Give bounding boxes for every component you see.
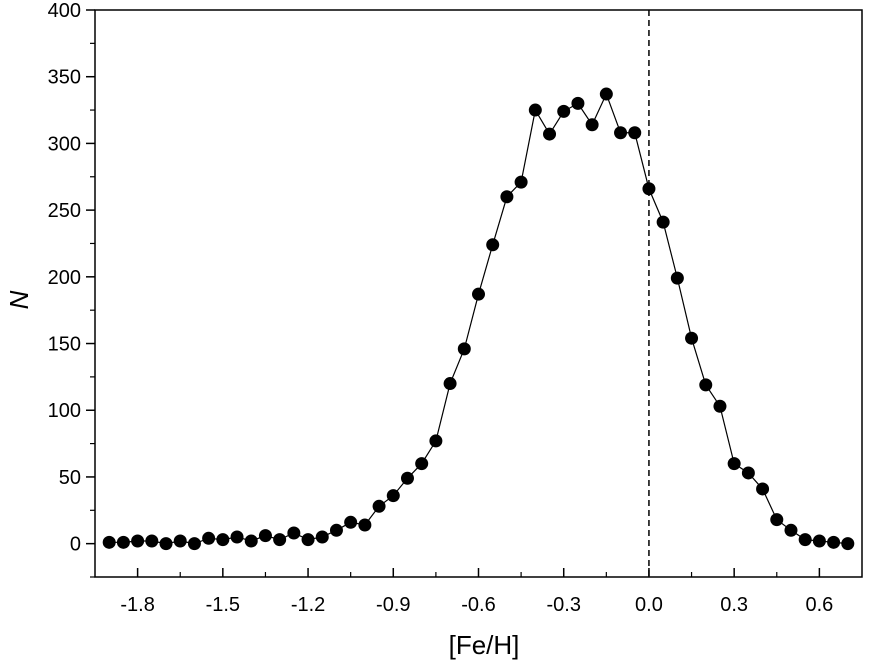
y-tick-label: 400 [48, 0, 81, 22]
y-tick-label: 100 [48, 400, 81, 422]
axis-ticks [86, 9, 821, 578]
data-point [827, 535, 841, 549]
data-point [202, 531, 216, 545]
data-point [145, 534, 159, 548]
data-point [344, 515, 358, 529]
data-point [472, 287, 485, 301]
x-tick-label: -0.3 [546, 594, 580, 616]
y-axis-label: N [4, 290, 34, 309]
data-point [812, 534, 826, 548]
y-tick-label: 200 [48, 267, 81, 289]
y-tick-label: 0 [70, 534, 81, 556]
data-point [329, 523, 343, 537]
series-group [102, 87, 855, 551]
data-point [415, 457, 429, 471]
data-point [741, 466, 755, 480]
data-point [244, 534, 258, 548]
data-point [230, 530, 244, 544]
x-axis-label: [Fe/H] [449, 630, 520, 660]
data-point [315, 530, 329, 544]
x-tick-label: -0.9 [376, 594, 410, 616]
data-point [628, 126, 642, 140]
data-point [798, 533, 812, 547]
x-tick-label: 0.6 [805, 594, 833, 616]
series-line [109, 92, 848, 545]
data-point [372, 499, 386, 513]
data-point [528, 103, 542, 117]
y-tick-label: 350 [48, 67, 81, 89]
data-point [443, 377, 457, 391]
data-point [429, 434, 443, 448]
data-point [358, 518, 372, 532]
data-point [386, 489, 400, 503]
y-tick-label: 50 [59, 467, 81, 489]
data-point [770, 513, 784, 527]
data-point [642, 182, 656, 196]
x-tick-label: 0.3 [720, 594, 748, 616]
tick-labels: -1.8 -1.5 -1.2 -0.9 -0.6 -0.3 0.0 0.3 0.6 0 50 100 1… [48, 0, 834, 616]
x-tick-label: 0.0 [635, 594, 663, 616]
y-tick-label: 150 [48, 334, 81, 356]
data-point [514, 175, 528, 189]
data-point [287, 526, 301, 540]
data-point [457, 342, 471, 356]
data-point [187, 537, 201, 551]
data-point [756, 482, 770, 496]
data-point [543, 127, 557, 141]
data-point [216, 533, 230, 547]
x-tick-label: -1.5 [206, 594, 240, 616]
data-point [599, 87, 613, 101]
data-point [656, 215, 670, 229]
data-point [713, 399, 727, 413]
data-point [258, 529, 272, 543]
data-point [784, 523, 798, 537]
x-tick-label: -1.2 [291, 594, 325, 616]
y-tick-label: 300 [48, 133, 81, 155]
data-point [273, 533, 287, 547]
data-point [585, 118, 599, 132]
data-point [301, 533, 315, 547]
data-point [500, 190, 514, 204]
data-point [699, 378, 713, 392]
data-point [841, 537, 855, 551]
data-point [557, 104, 571, 118]
data-point [614, 126, 628, 140]
data-point [685, 331, 699, 345]
data-point [727, 457, 741, 471]
data-point [400, 471, 414, 485]
y-tick-label: 250 [48, 200, 81, 222]
data-point [131, 534, 145, 548]
data-point [159, 537, 173, 551]
data-point [571, 96, 585, 110]
data-point [102, 535, 116, 549]
x-tick-label: -0.6 [461, 594, 495, 616]
data-point [670, 271, 684, 285]
data-point [173, 534, 187, 548]
data-point [486, 238, 500, 252]
data-point [116, 535, 130, 549]
x-tick-label: -1.8 [120, 594, 154, 616]
